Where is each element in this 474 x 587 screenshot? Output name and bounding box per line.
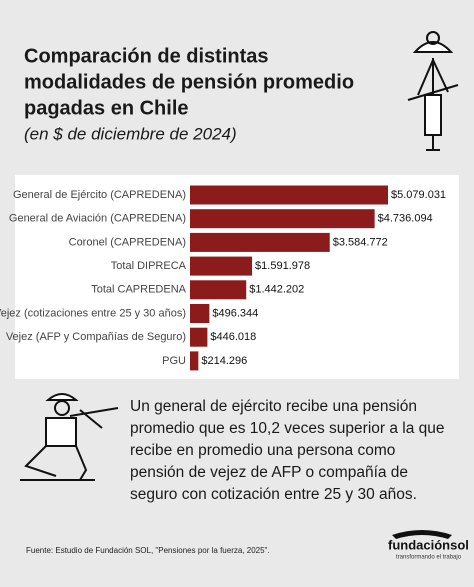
category-label: PGU [162, 355, 186, 367]
title-line: modalidades de pensión promedio [24, 71, 354, 93]
source: Fuente: Estudio de Fundación SOL, "Pensi… [26, 546, 270, 555]
category-label: General de Aviación (CAPREDENA) [9, 213, 186, 225]
value-label: $1.442.202 [249, 284, 304, 296]
annotation-line: Un general de ejército recibe una pensió… [130, 398, 417, 415]
kneeling-soldier-icon [20, 393, 119, 481]
annotation-line: seguro con cotización entre 25 y 30 años… [130, 486, 417, 503]
subtitle: (en $ de diciembre de 2024) [24, 124, 237, 143]
value-label: $5.079.031 [391, 189, 446, 201]
brand-tagline: transformando el trabajo [396, 555, 462, 561]
chart-panel [15, 175, 459, 379]
category-label: Total CAPREDENA [91, 284, 186, 296]
value-label: $496.344 [212, 307, 258, 319]
annotation-line: pensión de vejez de AFP o compañía de [130, 464, 408, 481]
value-label: $3.584.772 [333, 236, 388, 248]
bar [190, 232, 330, 252]
category-label: Coronel (CAPREDENA) [69, 236, 186, 248]
title-line: Comparación de distintas [24, 45, 269, 67]
value-label: $214.296 [201, 355, 247, 367]
annotation-line: promedio que es 10,2 veces superior a la… [130, 420, 445, 437]
category-label: Vejez (cotizaciones entre 25 y 30 años) [0, 307, 186, 319]
annotation-line: recibe en promedio una persona como [130, 442, 395, 459]
bar [190, 209, 375, 229]
soldier-icon [407, 31, 459, 151]
value-label: $4.736.094 [378, 213, 433, 225]
category-label: General de Ejército (CAPREDENA) [13, 189, 186, 201]
bar [190, 185, 388, 205]
value-label: $1.591.978 [255, 260, 310, 272]
brand: fundaciónsol [388, 537, 469, 552]
bar [190, 304, 210, 323]
bar [190, 351, 199, 371]
bar [190, 256, 253, 276]
category-label: Vejez (AFP y Compañías de Seguro) [6, 331, 186, 343]
bar [190, 280, 247, 300]
title-line: pagadas en Chile [24, 97, 189, 119]
value-label: $446.018 [210, 331, 256, 343]
logo-mark [392, 530, 452, 539]
category-label: Total DIPRECA [111, 260, 187, 272]
bar [190, 327, 208, 347]
